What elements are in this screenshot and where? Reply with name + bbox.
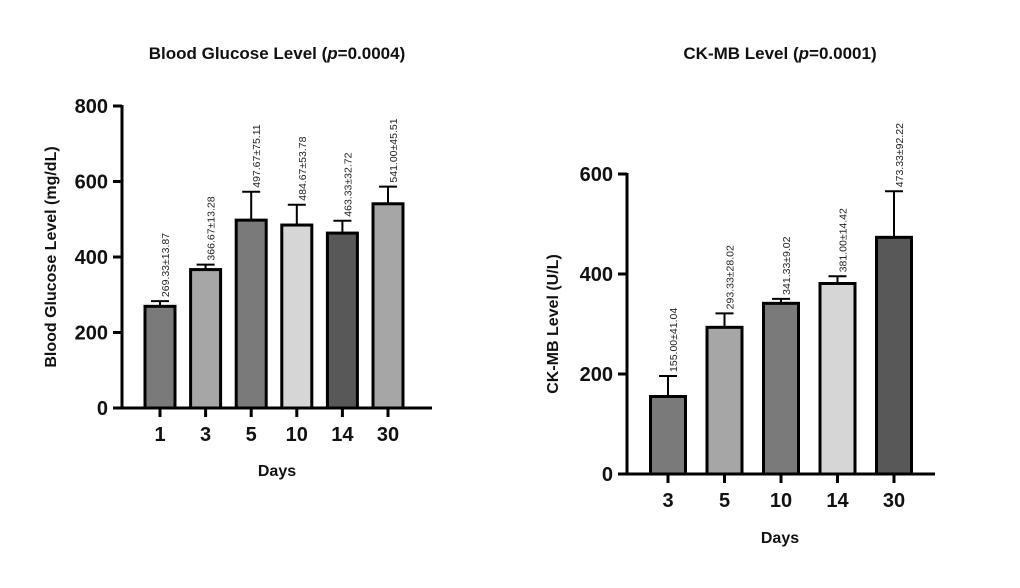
data-label: 541.00±45.51 (388, 118, 400, 182)
x-axis-label: Days (258, 463, 296, 480)
bar (325, 231, 359, 410)
bar (280, 223, 314, 410)
data-label: 463.33±32.72 (342, 152, 354, 216)
x-tick-label: 5 (246, 424, 257, 446)
chart-marks: 0 200 400 600 800 1 269.33±13.87 3 366.67±13.28 5… (75, 96, 432, 446)
x-tick-label: 10 (286, 424, 308, 446)
x-tick-label: 10 (770, 490, 792, 512)
y-tick-label: 200 (75, 323, 108, 345)
data-label: 366.67±13.28 (206, 196, 218, 260)
data-label: 269.33±13.87 (160, 233, 172, 297)
y-tick-label: 400 (75, 247, 108, 269)
x-tick-label: 3 (200, 424, 211, 446)
x-tick-label: 14 (826, 490, 849, 512)
y-tick-label: 600 (580, 164, 613, 186)
y-tick-label: 600 (75, 172, 108, 194)
bar (143, 304, 177, 410)
chart-title: CK-MB Level (p=0.0001) (683, 44, 876, 63)
x-tick-label: 14 (331, 424, 354, 446)
bar (649, 395, 687, 476)
x-tick-label: 1 (154, 424, 165, 446)
y-tick-label: 0 (602, 464, 613, 486)
x-tick-label: 3 (662, 490, 673, 512)
bar (189, 268, 223, 410)
x-tick-label: 30 (377, 424, 399, 446)
data-label: 293.33±28.02 (725, 245, 737, 309)
data-label: 497.67±75.11 (251, 124, 263, 188)
chart-blood-glucose: Blood Glucose Level (p=0.0004) Blood Glu… (43, 44, 432, 480)
y-tick-label: 200 (580, 364, 613, 386)
data-label: 381.00±14.42 (838, 208, 850, 272)
bar (371, 202, 405, 410)
x-axis-label: Days (761, 530, 799, 547)
bar (762, 301, 800, 476)
x-tick-label: 30 (883, 490, 905, 512)
bar (875, 235, 913, 476)
y-tick-label: 400 (580, 264, 613, 286)
bar (234, 218, 268, 410)
y-axis-label: Blood Glucose Level (mg/dL) (43, 146, 60, 367)
bar (705, 325, 744, 476)
y-tick-label: 0 (97, 398, 108, 420)
y-axis-label: CK-MB Level (U/L) (545, 254, 562, 394)
data-label: 155.00±41.04 (668, 308, 680, 372)
bar (818, 282, 857, 476)
chart-marks: 0 200 400 600 3 155.00±41.04 5 293.33±28.02 10 34… (580, 123, 935, 512)
chart-title: Blood Glucose Level (p=0.0004) (149, 44, 406, 63)
data-label: 484.67±53.78 (297, 136, 309, 200)
chart-ck-mb: CK-MB Level (p=0.0001) CK-MB Level (U/L)… (545, 44, 935, 547)
x-tick-label: 5 (719, 490, 730, 512)
data-label: 473.33±92.22 (894, 123, 906, 187)
data-label: 341.33±9.02 (781, 236, 793, 294)
y-tick-label: 800 (75, 96, 108, 118)
